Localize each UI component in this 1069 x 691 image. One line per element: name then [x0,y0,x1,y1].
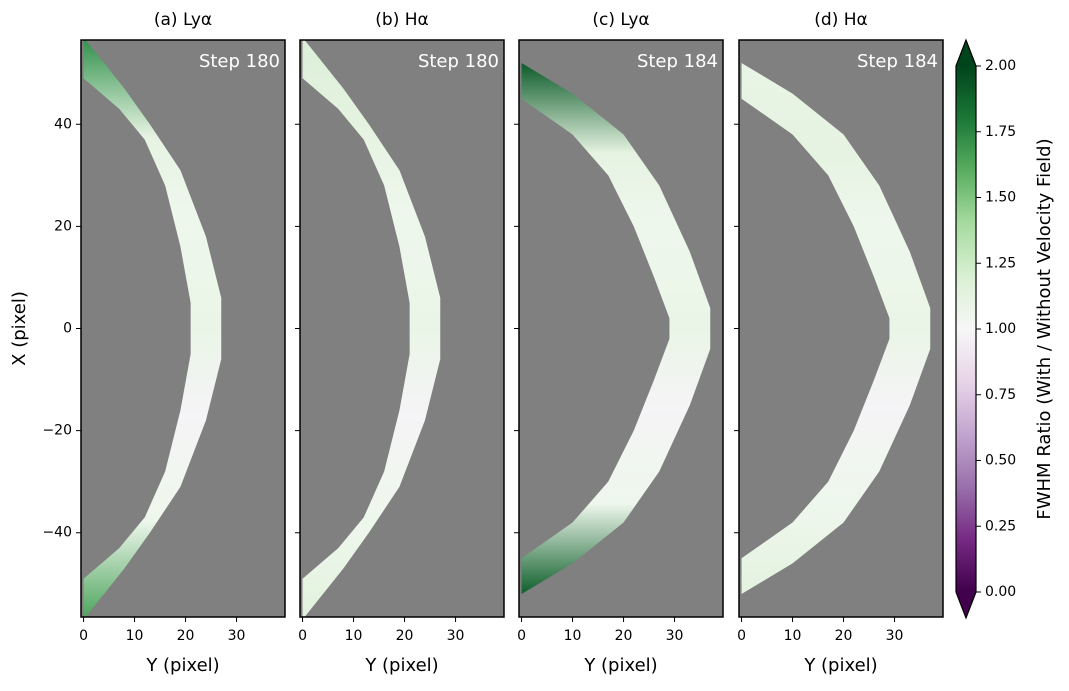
panel-title: (d) Hα [814,10,867,30]
emission-band [302,40,441,617]
panel: 0 10 20 30 (b) Hα Step 180 Y (pixel) [295,10,505,676]
colorbar: 0.00 0.25 0.50 0.75 1.00 1.25 1.50 1.75 2.00 FWHM… [955,38,1055,620]
y-tick-label: −40 [42,525,72,541]
x-axis-label: Y (pixel) [583,655,657,676]
panel-title: (b) Hα [375,10,428,30]
colorbar-tick-label: 1.50 [985,190,1016,206]
x-tick-label: 30 [447,628,465,644]
colorbar-extend-min [956,592,976,618]
panel-title: (c) Lyα [592,10,649,30]
x-axis-label: Y (pixel) [145,655,219,676]
colorbar-tick-label: 1.00 [985,321,1016,337]
colorbar-tick-label: 0.75 [985,387,1016,403]
x-tick-label: 10 [784,628,802,644]
y-tick-label: 40 [54,116,72,132]
y-axis-label: X (pixel) [9,291,30,366]
colorbar-label: FWHM Ratio (With / Without Velocity Fiel… [1034,138,1055,519]
x-axis-label: Y (pixel) [364,655,438,676]
emission-band [741,62,931,595]
colorbar-tick-label: 0.25 [985,518,1016,534]
colorbar-tick-label: 1.25 [985,255,1016,271]
x-tick-label: 30 [666,628,684,644]
step-annotation: Step 184 [857,51,938,72]
panel: 0 10 20 30 (c) Lyα Step 184 Y (pixel) [514,10,724,676]
x-tick-label: 20 [396,628,414,644]
colorbar-tick-label: 0.00 [985,584,1016,600]
x-tick-label: 10 [564,628,582,644]
colorbar-tick-label: 1.75 [985,124,1016,140]
y-tick-label: −20 [42,423,72,439]
x-tick-label: 20 [177,628,195,644]
panel-background [300,40,504,617]
colorbar-tick-label: 0.50 [985,453,1016,469]
x-tick-label: 0 [737,628,746,644]
x-tick-label: 30 [886,628,904,644]
step-annotation: Step 180 [199,51,280,72]
y-tick-label: 0 [63,321,72,337]
panel-title: (a) Lyα [154,10,212,30]
panel: 0 10 20 30 (d) Hα Step 184 Y (pixel) [734,10,944,676]
step-annotation: Step 180 [418,51,499,72]
x-tick-label: 10 [126,628,144,644]
colorbar-tick-label: 2.00 [985,58,1016,74]
step-annotation: Step 184 [637,51,718,72]
colorbar-extend-max [956,40,976,66]
x-tick-label: 30 [228,628,246,644]
x-tick-label: 20 [835,628,853,644]
x-tick-label: 0 [298,628,307,644]
y-tick-label: 20 [54,218,72,234]
x-tick-label: 0 [79,628,88,644]
x-tick-label: 20 [615,628,633,644]
emission-band [83,40,222,617]
panel: 0 10 20 30 −40 −20 0 20 40 (a) Lyα Step 180 Y (pixe… [9,10,286,676]
colorbar-fill [956,66,976,592]
x-axis-label: Y (pixel) [803,655,877,676]
x-tick-label: 0 [517,628,526,644]
x-tick-label: 10 [345,628,363,644]
emission-band [521,62,711,595]
panel-background [81,40,285,617]
